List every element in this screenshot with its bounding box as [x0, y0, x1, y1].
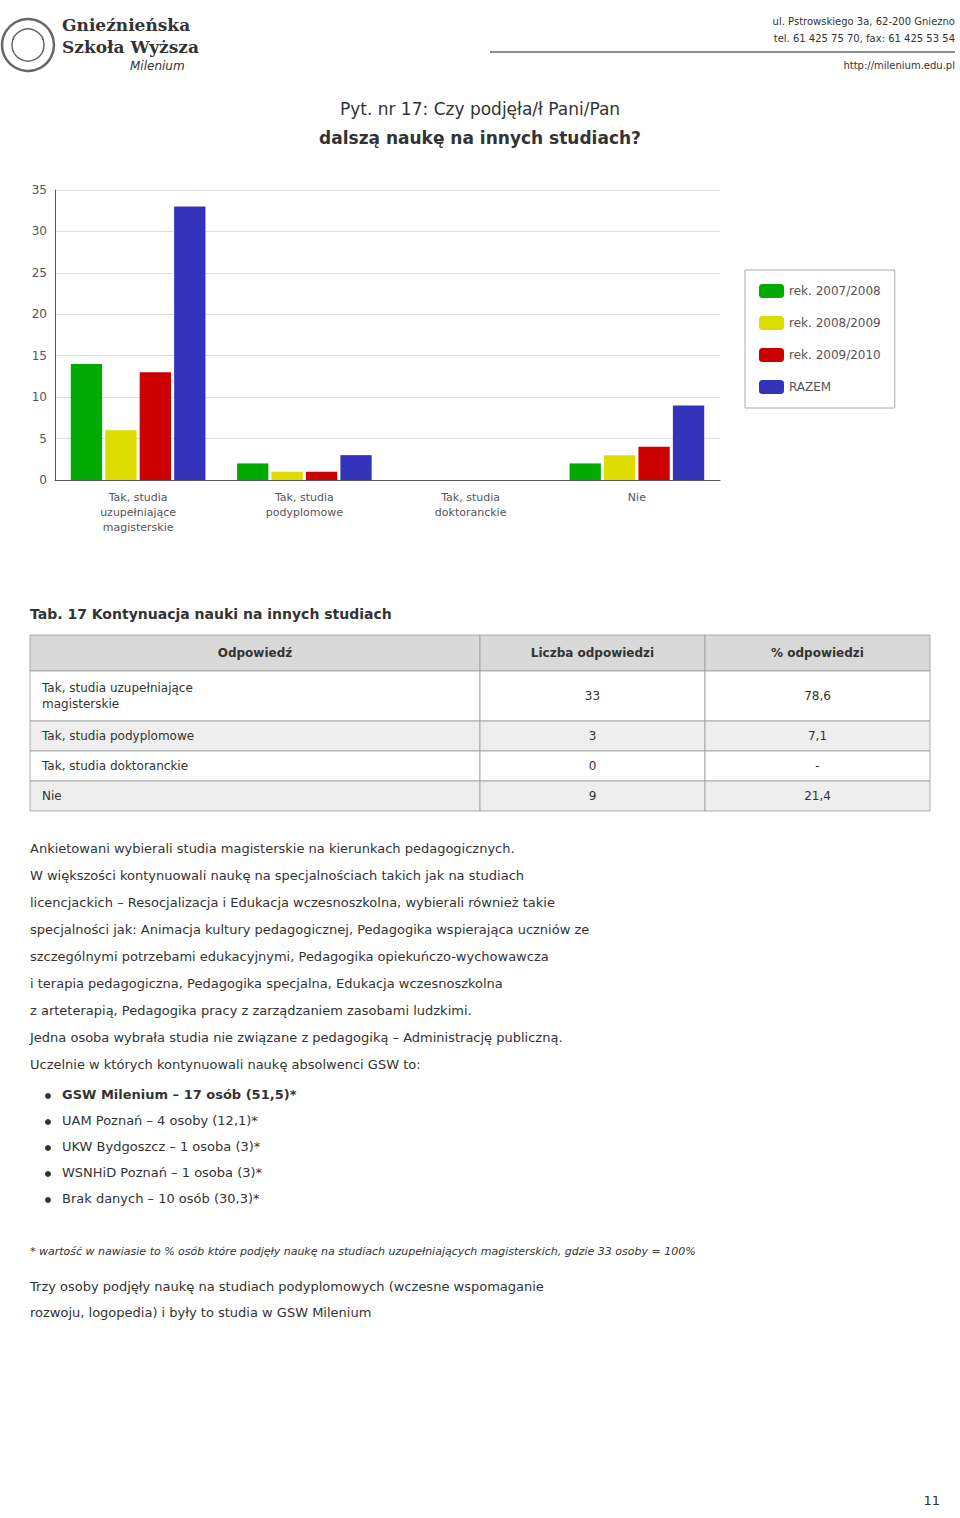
svg-text:Odpowiedź: Odpowiedź	[218, 646, 293, 660]
svg-text:% odpowiedzi: % odpowiedzi	[771, 646, 864, 660]
svg-text:z arteterapią, Pedagogika prac: z arteterapią, Pedagogika pracy z zarząd…	[30, 1003, 472, 1018]
svg-text:30: 30	[32, 224, 47, 238]
svg-text:Tak, studia: Tak, studia	[108, 491, 168, 504]
svg-text:rek. 2009/2010: rek. 2009/2010	[789, 348, 881, 362]
svg-text:35: 35	[32, 183, 47, 197]
svg-text:i terapia pedagogiczna, Pedago: i terapia pedagogiczna, Pedagogika specj…	[30, 976, 503, 991]
svg-text:RAZEM: RAZEM	[789, 380, 831, 394]
svg-text:licencjackich – Resocjalizacja: licencjackich – Resocjalizacja i Edukacj…	[30, 895, 555, 910]
svg-text:20: 20	[32, 307, 47, 321]
svg-text:rek. 2008/2009: rek. 2008/2009	[789, 316, 881, 330]
svg-text:Milenium: Milenium	[130, 59, 185, 73]
svg-text:Tak, studia: Tak, studia	[274, 491, 334, 504]
svg-text:3: 3	[589, 729, 597, 743]
svg-text:Jedna osoba wybrała studia nie: Jedna osoba wybrała studia nie związane …	[29, 1030, 563, 1045]
svg-text:33: 33	[585, 689, 600, 703]
svg-text:Szkoła Wyższa: Szkoła Wyższa	[62, 37, 199, 57]
svg-text:21,4: 21,4	[804, 789, 831, 803]
svg-text:10: 10	[32, 390, 47, 404]
svg-text:Nie: Nie	[628, 491, 646, 504]
svg-text:UKW Bydgoszcz – 1 osoba (3)*: UKW Bydgoszcz – 1 osoba (3)*	[62, 1139, 261, 1154]
svg-text:9: 9	[589, 789, 597, 803]
svg-text:15: 15	[32, 349, 47, 363]
svg-text:specjalności jak: Animacja kul: specjalności jak: Animacja kultury pedag…	[30, 922, 589, 937]
svg-text:rek. 2007/2008: rek. 2007/2008	[789, 284, 881, 298]
svg-text:WSNHiD Poznań – 1 osoba (3)*: WSNHiD Poznań – 1 osoba (3)*	[62, 1165, 263, 1180]
svg-text:* wartość w nawiasie to % osób: * wartość w nawiasie to % osób które pod…	[30, 1245, 696, 1258]
svg-text:Ankietowani wybierali studia m: Ankietowani wybierali studia magisterski…	[30, 841, 515, 856]
svg-text:Uczelnie w których kontynuowal: Uczelnie w których kontynuowali naukę ab…	[30, 1057, 421, 1072]
svg-text:78,6: 78,6	[804, 689, 831, 703]
svg-text:rozwoju, logopedia) i były to: rozwoju, logopedia) i były to studia w G…	[30, 1305, 371, 1320]
svg-text:5: 5	[39, 432, 47, 446]
svg-text:25: 25	[32, 266, 47, 280]
svg-text:Brak danych – 10 osób (30,3)*: Brak danych – 10 osób (30,3)*	[62, 1191, 260, 1206]
svg-text:Tak, studia: Tak, studia	[440, 491, 500, 504]
svg-text:uzupełniające: uzupełniające	[100, 506, 176, 519]
svg-text:Tak, studia podyplomowe: Tak, studia podyplomowe	[41, 729, 194, 743]
svg-text:W większości kontynuowali nauk: W większości kontynuowali naukę na specj…	[30, 868, 524, 883]
svg-text:tel. 61 425 75 70, fax: 61 425: tel. 61 425 75 70, fax: 61 425 53 54	[774, 33, 955, 44]
svg-text:0: 0	[589, 759, 597, 773]
svg-text:Tak, studia uzupełniające: Tak, studia uzupełniające	[41, 681, 193, 695]
svg-text:Nie: Nie	[42, 789, 62, 803]
svg-text:magisterskie: magisterskie	[42, 697, 119, 711]
svg-text:11: 11	[923, 1493, 940, 1508]
svg-text:podyplomowe: podyplomowe	[266, 506, 343, 519]
svg-text:Pyt. nr 17: Czy podjęła/ł Pani: Pyt. nr 17: Czy podjęła/ł Pani/Pan	[340, 99, 620, 119]
svg-text:Liczba odpowiedzi: Liczba odpowiedzi	[531, 646, 654, 660]
svg-text:ul. Pstrowskiego 3a, 62-200 Gn: ul. Pstrowskiego 3a, 62-200 Gniezno	[773, 16, 955, 27]
svg-text:0: 0	[39, 473, 47, 487]
svg-text:szczególnymi potrzebami edukac: szczególnymi potrzebami edukacyjnymi, Pe…	[30, 949, 549, 964]
svg-text:Tab. 17 Kontynuacja nauki na i: Tab. 17 Kontynuacja nauki na innych stud…	[30, 606, 392, 622]
svg-text:GSW Milenium – 17 osób (51,5)*: GSW Milenium – 17 osób (51,5)*	[62, 1087, 297, 1102]
svg-text:Gnieźnieńska: Gnieźnieńska	[62, 15, 190, 35]
svg-text:-: -	[815, 759, 819, 773]
svg-text:magisterskie: magisterskie	[103, 521, 174, 534]
svg-text:Tak, studia doktoranckie: Tak, studia doktoranckie	[41, 759, 188, 773]
svg-text:7,1: 7,1	[808, 729, 827, 743]
svg-text:UAM Poznań – 4 osoby (12,1)*: UAM Poznań – 4 osoby (12,1)*	[62, 1113, 258, 1128]
svg-text:dalszą naukę na innych studiac: dalszą naukę na innych studiach?	[319, 128, 641, 148]
svg-text:http://milenium.edu.pl: http://milenium.edu.pl	[843, 60, 955, 71]
svg-text:Trzy osoby podjęły naukę na st: Trzy osoby podjęły naukę na studiach pod…	[29, 1279, 544, 1294]
svg-text:doktoranckie: doktoranckie	[435, 506, 507, 519]
